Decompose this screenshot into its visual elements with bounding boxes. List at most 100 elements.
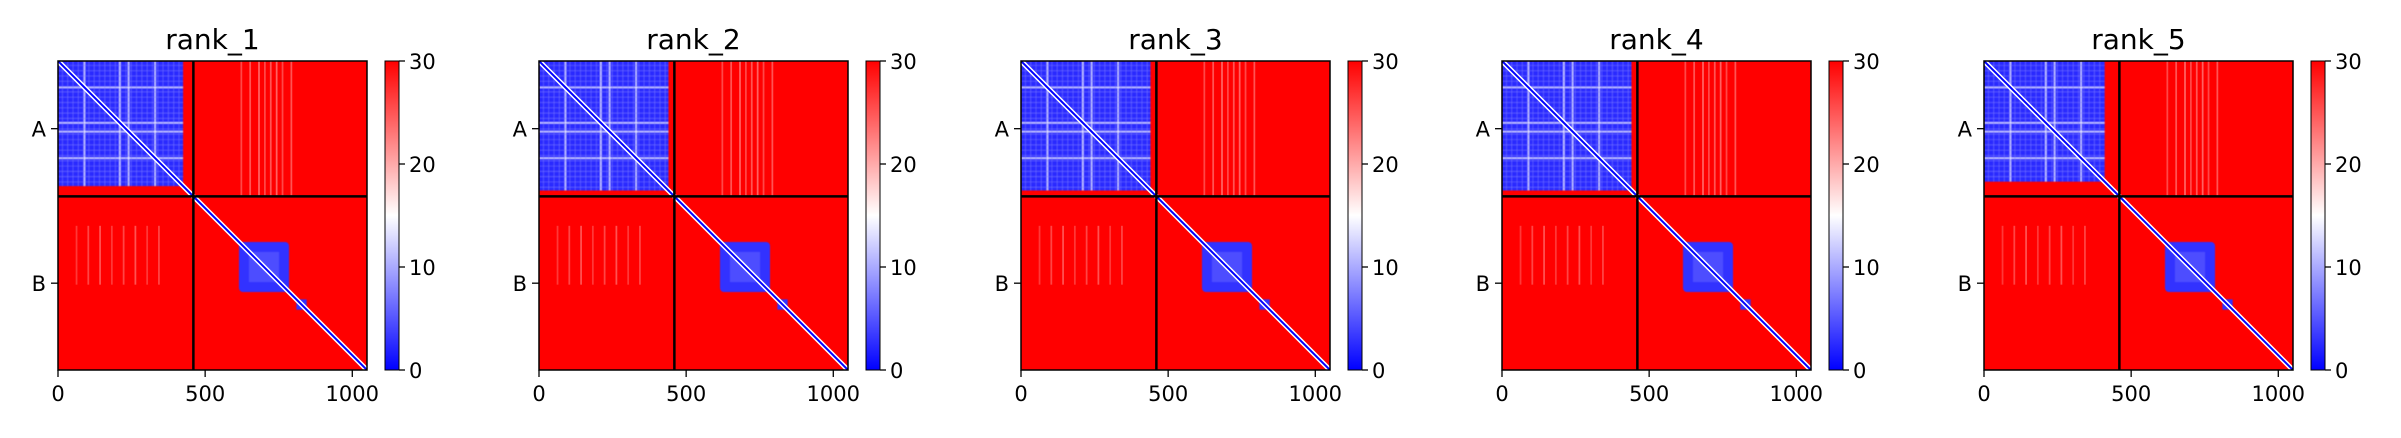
- panel-4-y-tick-label-a: A: [1476, 118, 1491, 142]
- panel-1-x-tick-label: 500: [185, 382, 225, 406]
- panel-5-colorbar-tick-label: 20: [2335, 153, 2362, 177]
- panel-1-interchain-streak-top: [269, 61, 272, 197]
- panel-5-interchain-streak-bottom: [2013, 225, 2016, 285]
- panel-5-interchain-streak-top: [2201, 61, 2204, 197]
- panel-3-axes-frame: [1020, 60, 1331, 371]
- panel-5-x-tick-label: 500: [2111, 382, 2151, 406]
- panel-4-x-tick-label: 1000: [1770, 382, 1823, 406]
- panel-5-interchain-streak-top: [2216, 61, 2219, 197]
- panel-4-x-tick-label: 500: [1629, 382, 1669, 406]
- panel-3-interchain-streak-top: [1227, 61, 1229, 197]
- panel-5-interchain-streak-bottom: [2048, 225, 2051, 285]
- panel-5-colorbar-gradient: [2310, 60, 2326, 371]
- panel-5-interchain-streak-bottom: [2072, 225, 2075, 285]
- panel-5-colorbar: 0 10 20 30: [2310, 50, 2362, 383]
- panel-1-interchain-streak-bottom: [158, 225, 160, 285]
- panel-3-interchain-streak-bottom: [1062, 225, 1064, 285]
- panel-5-y-tick-label-a: A: [1958, 118, 1973, 142]
- panel-5-diagonal: [1984, 61, 2293, 370]
- panel-2-title: rank_2: [646, 23, 740, 56]
- panel-1-colorbar: 0 10 20 30: [384, 50, 436, 383]
- panel-2-x-tick-label: 500: [666, 382, 706, 406]
- panel-1-interchain-streak-top: [264, 61, 266, 197]
- panel-3-title: rank_3: [1128, 23, 1222, 56]
- panel-1-interchain-streak-bottom: [146, 225, 149, 285]
- panel-1-colorbar-tick-label: 0: [409, 359, 422, 383]
- panel-5-interchain-streak-top: [2195, 61, 2198, 197]
- panel-2-interchain-streak-bottom: [568, 225, 571, 285]
- panel-4-colorbar-tick-label: 20: [1853, 153, 1880, 177]
- panel-1-heatmap: [58, 61, 367, 370]
- panel-3-colorbar-tick-label: 20: [1372, 153, 1399, 177]
- panel-2-colorbar: 0 10 20 30: [865, 50, 917, 383]
- panel-2: rank_2 0 500 1000 A B 0 10 20 30: [513, 23, 917, 406]
- panel-4-interchain-streak-bottom: [1543, 225, 1545, 285]
- panel-1-y-tick-label-a: A: [32, 118, 47, 142]
- panel-5-interchain-streak-top: [2175, 61, 2178, 197]
- panel-2-x-tick-label: 1000: [807, 382, 860, 406]
- panel-1-interchain-streak-bottom: [110, 225, 113, 285]
- panel-5-interchain-streak-top: [2190, 61, 2192, 197]
- panel-5-axes-frame: [1983, 60, 2294, 371]
- panel-1-interchain-streak-bottom: [134, 225, 137, 285]
- panel-2-interchain-streak-bottom: [591, 225, 594, 285]
- panel-3-interchain-streak-top: [1212, 61, 1215, 197]
- panel-3-interchain-streak-top: [1253, 61, 1256, 197]
- panel-4-colorbar-tick-label: 0: [1853, 359, 1866, 383]
- panel-2-interchain-streak-bottom: [615, 225, 618, 285]
- panel-4-heatmap: [1502, 61, 1811, 370]
- panel-2-interchain-streak-bottom: [603, 225, 606, 285]
- panel-1-interchain-streak-top: [240, 61, 243, 197]
- panel-2-colorbar-tick-label: 0: [890, 359, 903, 383]
- panel-2-interchain-streak-top: [762, 61, 765, 197]
- panel-5-x-tick-label: 0: [1977, 382, 1990, 406]
- panel-3-colorbar-gradient: [1347, 60, 1363, 371]
- panel-1-interchain-streak-top: [281, 61, 284, 197]
- panel-4-interchain-streak-top: [1708, 61, 1710, 197]
- panel-3-interchain-streak-bottom: [1121, 225, 1123, 285]
- panel-1-x-tick-label: 0: [51, 382, 64, 406]
- panel-1-interchain-streak-top: [275, 61, 278, 197]
- panel-2-interchain-streak-top: [750, 61, 753, 197]
- panel-3-x-tick-label: 1000: [1289, 382, 1342, 406]
- panel-4-colorbar-gradient: [1828, 60, 1844, 371]
- panel-1-x-tick-label: 1000: [326, 382, 379, 406]
- panel-1-interchain-streak-bottom: [99, 225, 101, 285]
- panel-2-interchain-streak-top: [756, 61, 759, 197]
- panel-1-colorbar-tick-label: 10: [409, 256, 436, 280]
- panel-3-interchain-streak-top: [1244, 61, 1247, 197]
- panel-5-interchain-streak-top: [2166, 61, 2169, 197]
- panel-2-interchain-streak-bottom: [627, 225, 630, 285]
- panel-3-interchain-streak-top: [1238, 61, 1241, 197]
- panel-3-interchain-streak-bottom: [1073, 225, 1076, 285]
- panel-2-interchain-streak-bottom: [580, 225, 582, 285]
- panel-5-title: rank_5: [2091, 23, 2185, 56]
- panel-4-interchain-streak-top: [1702, 61, 1704, 197]
- panel-3-heatmap: [1021, 61, 1330, 370]
- panel-2-interchain-streak-top: [745, 61, 747, 197]
- panel-4-interchain-streak-bottom: [1590, 225, 1593, 285]
- panel-4-diagonal: [1502, 61, 1811, 370]
- panel-5-heatmap: [1984, 61, 2293, 370]
- panel-3-colorbar: 0 10 20 30: [1347, 50, 1399, 383]
- panel-1-y-tick-label-b: B: [32, 272, 46, 296]
- panel-4-interchain-streak-top: [1713, 61, 1716, 197]
- panel-5-interchain-streak-bottom: [2084, 225, 2086, 285]
- panel-5-interchain-streak-top: [2184, 61, 2186, 197]
- panel-1-title: rank_1: [165, 23, 259, 56]
- panel-2-axes-frame: [538, 60, 849, 371]
- panel-1-colorbar-tick-label: 30: [409, 50, 436, 74]
- panel-2-diagonal: [539, 61, 848, 370]
- panel-4-colorbar-tick-label: 10: [1853, 256, 1880, 280]
- panel-4-colorbar: 0 10 20 30: [1828, 50, 1880, 383]
- panel-3-interchain-streak-top: [1203, 61, 1206, 197]
- panel-3-y-tick-label-b: B: [995, 272, 1009, 296]
- panel-5: rank_5 0 500 1000 A B 0 10 20 30: [1958, 23, 2362, 406]
- panel-3-y-tick-label-a: A: [995, 118, 1010, 142]
- panel-4-interchain-streak-bottom: [1578, 225, 1581, 285]
- panel-5-interchain-streak-top: [2207, 61, 2210, 197]
- panel-2-interchain-streak-top: [771, 61, 774, 197]
- panel-2-interchain-streak-top: [730, 61, 733, 197]
- panel-1-interchain-streak-bottom: [75, 225, 78, 285]
